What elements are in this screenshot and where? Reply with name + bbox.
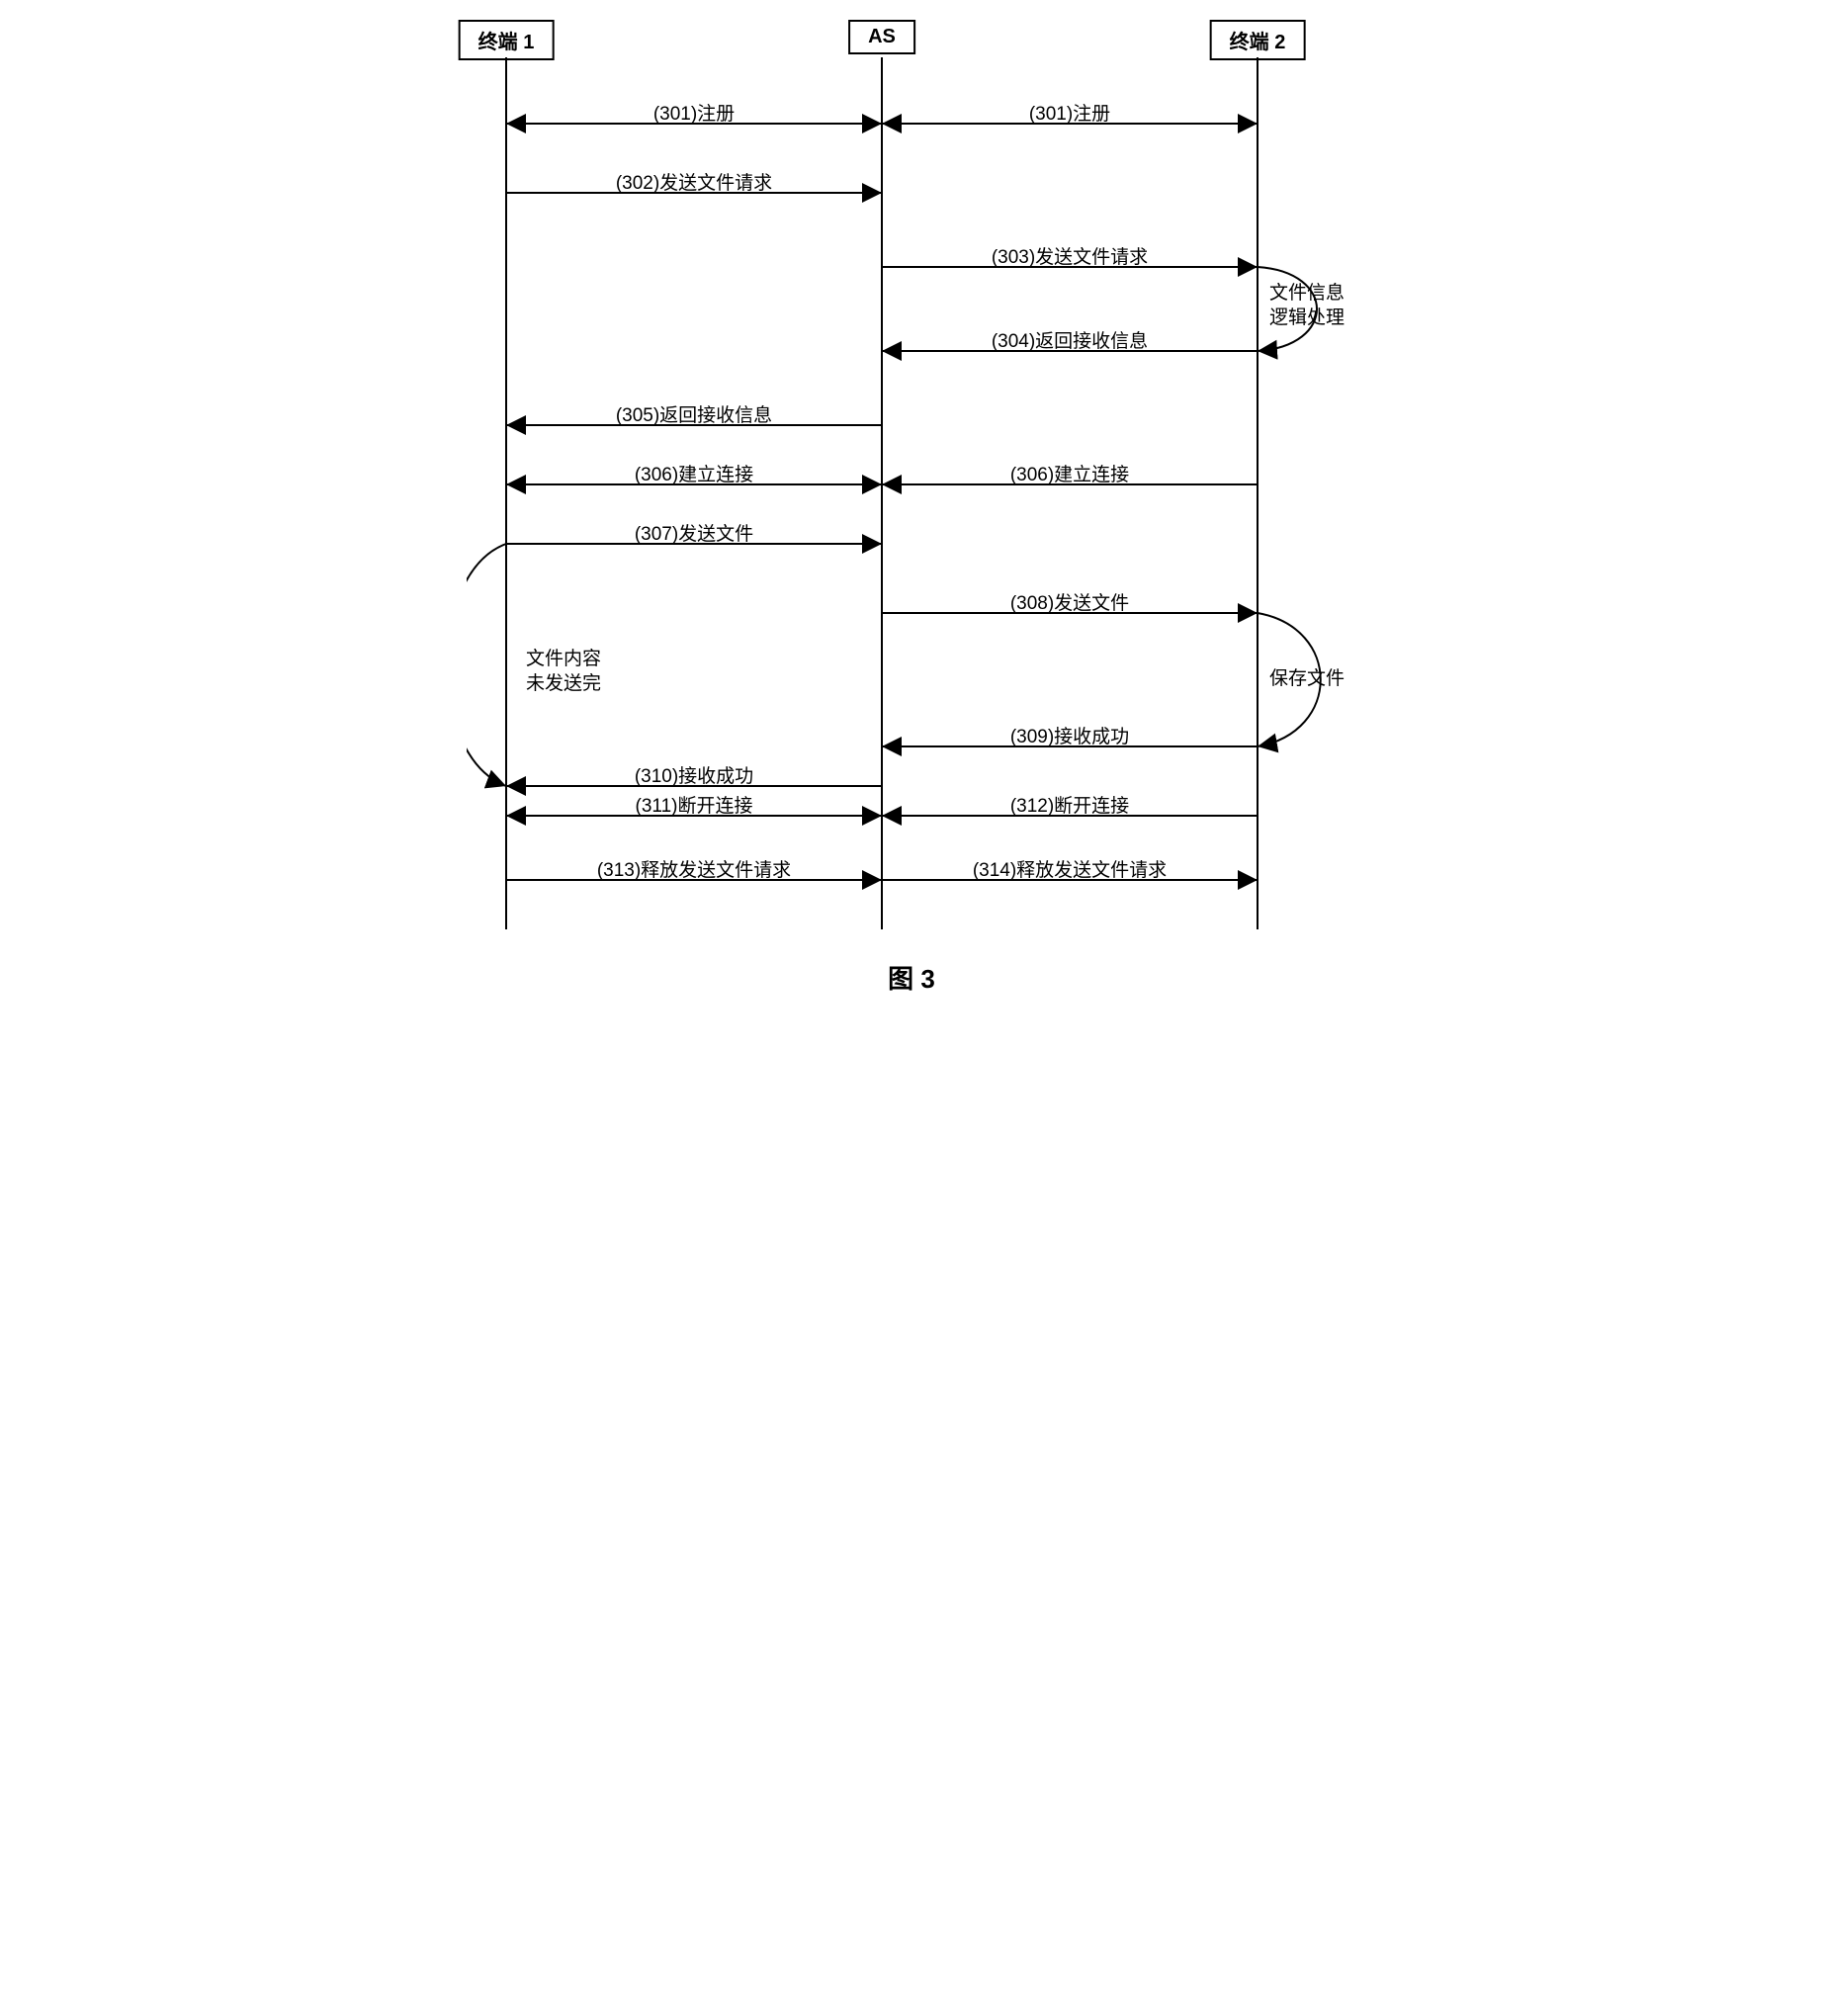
msg-312: (312)断开连接 bbox=[1010, 791, 1129, 818]
note-file-not-done: 文件内容 未发送完 bbox=[526, 648, 601, 696]
note-save-file: 保存文件 bbox=[1269, 667, 1345, 692]
actor-terminal1: 终端 1 bbox=[459, 20, 555, 60]
arrow-overlay bbox=[467, 20, 1356, 989]
lifeline-terminal2 bbox=[1257, 57, 1259, 929]
msg-301-left: (301)注册 bbox=[653, 99, 735, 126]
msg-302: (302)发送文件请求 bbox=[616, 168, 772, 195]
msg-314: (314)释放发送文件请求 bbox=[973, 855, 1167, 882]
actor-as: AS bbox=[848, 20, 915, 54]
actor-label: 终端 2 bbox=[1230, 32, 1286, 53]
msg-304: (304)返回接收信息 bbox=[992, 326, 1148, 353]
note-line: 保存文件 bbox=[1269, 668, 1345, 689]
msg-305: (305)返回接收信息 bbox=[616, 400, 772, 427]
lifeline-as bbox=[881, 57, 883, 929]
msg-311: (311)断开连接 bbox=[636, 791, 753, 818]
actor-terminal2: 终端 2 bbox=[1210, 20, 1306, 60]
msg-308: (308)发送文件 bbox=[1010, 588, 1129, 615]
note-file-info-logic: 文件信息 逻辑处理 bbox=[1269, 282, 1345, 330]
msg-306-left: (306)建立连接 bbox=[635, 460, 753, 486]
msg-310: (310)接收成功 bbox=[635, 761, 753, 788]
msg-307: (307)发送文件 bbox=[635, 519, 753, 546]
msg-306-right: (306)建立连接 bbox=[1010, 460, 1129, 486]
msg-309: (309)接收成功 bbox=[1010, 722, 1129, 748]
msg-313: (313)释放发送文件请求 bbox=[597, 855, 791, 882]
msg-301-right: (301)注册 bbox=[1029, 99, 1110, 126]
actor-label: AS bbox=[868, 26, 896, 47]
note-line: 文件信息 bbox=[1269, 283, 1345, 304]
msg-303: (303)发送文件请求 bbox=[992, 242, 1148, 269]
note-line: 未发送完 bbox=[526, 673, 601, 694]
figure-caption: 图 3 bbox=[888, 959, 935, 996]
lifeline-terminal1 bbox=[505, 57, 507, 929]
sequence-diagram: 终端 1 AS 终端 2 (301)注册 (301)注册 (302)发送文件请求… bbox=[467, 20, 1356, 989]
actor-label: 终端 1 bbox=[478, 32, 535, 53]
note-line: 文件内容 bbox=[526, 649, 601, 669]
note-line: 逻辑处理 bbox=[1269, 307, 1345, 328]
